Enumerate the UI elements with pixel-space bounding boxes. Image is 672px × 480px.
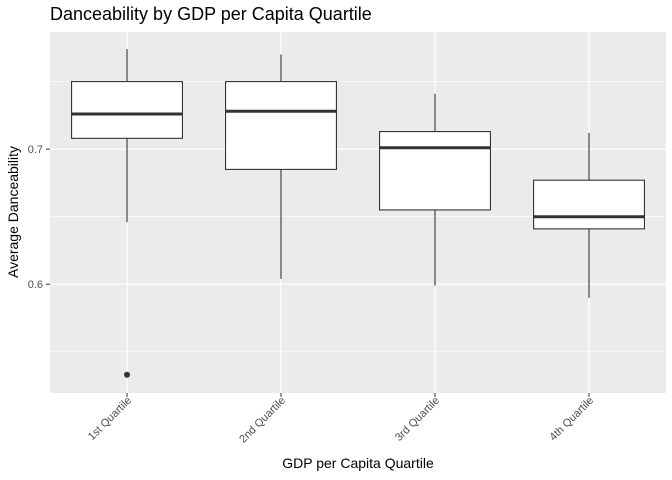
x-axis-title: GDP per Capita Quartile — [282, 455, 434, 471]
box-iqr — [225, 81, 337, 170]
box-group — [71, 49, 183, 378]
box-iqr — [379, 131, 491, 211]
box-iqr — [71, 81, 183, 139]
box-iqr — [533, 179, 645, 230]
y-axis: 0.6 0.7 — [28, 144, 50, 291]
box-group — [379, 93, 491, 286]
y-tick-label: 0.6 — [28, 279, 43, 291]
y-tick-label: 0.7 — [28, 144, 43, 156]
y-axis-title: Average Danceability — [5, 146, 21, 278]
box-layer — [71, 49, 645, 378]
box-group — [533, 132, 645, 298]
x-tick-label: 3rd Quartile — [393, 395, 442, 444]
x-tick-label: 2nd Quartile — [237, 395, 288, 446]
x-tick-label: 4th Quartile — [547, 395, 596, 444]
x-tick-label: 1st Quartile — [86, 395, 134, 443]
outlier-point — [124, 371, 130, 378]
box-group — [225, 54, 337, 279]
chart-title: Danceability by GDP per Capita Quartile — [50, 4, 372, 24]
x-axis: 1st Quartile 2nd Quartile 3rd Quartile 4th … — [86, 393, 596, 446]
